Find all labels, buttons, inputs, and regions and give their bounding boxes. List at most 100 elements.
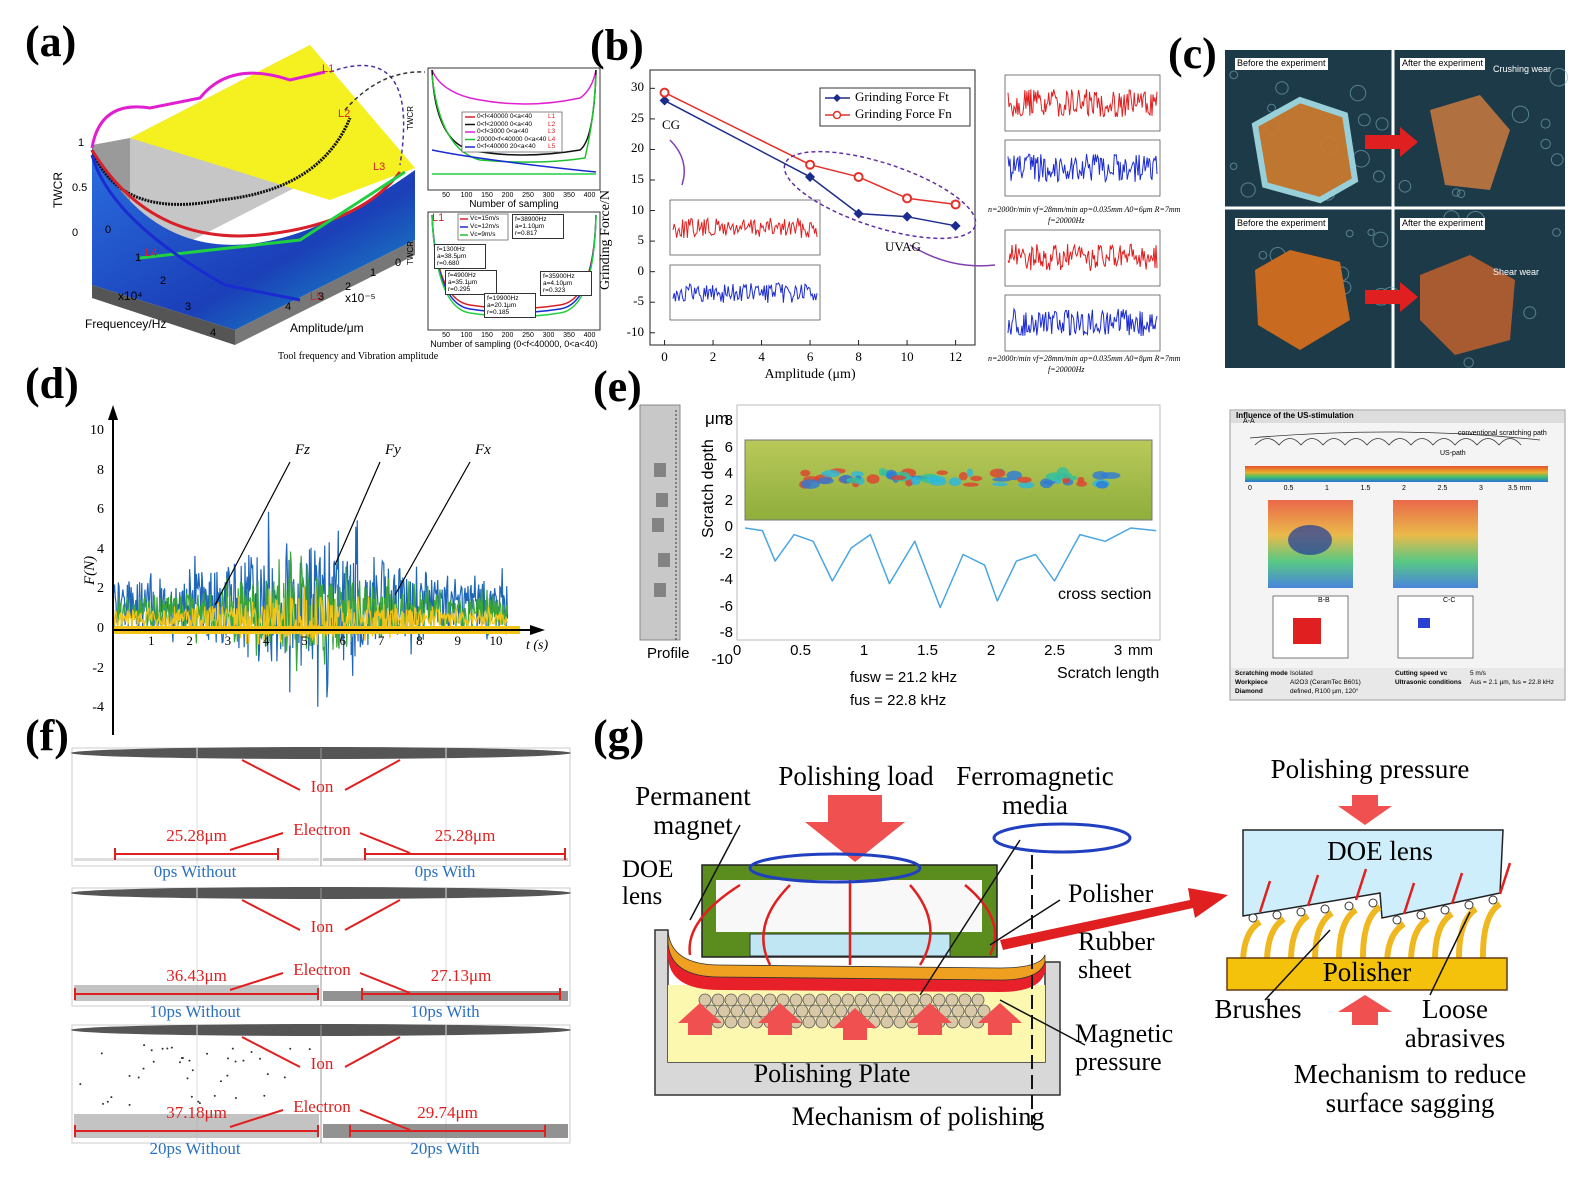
tick-label: 6 <box>97 502 104 518</box>
tick-label: 10 <box>90 423 104 438</box>
tick-label: -2 <box>719 544 733 562</box>
footer-text: defined, R100 µm, 120° <box>1290 688 1359 695</box>
particle <box>226 1057 229 1060</box>
curve-l5 <box>90 154 301 302</box>
arrow-red <box>1365 127 1418 157</box>
electron-label: Electron <box>293 960 351 979</box>
inset-signal <box>1007 243 1158 271</box>
tick-label: 4 <box>724 465 733 482</box>
media-particle <box>763 993 777 1007</box>
tick-label: 1 <box>859 642 869 659</box>
media-particle <box>834 1004 848 1018</box>
particle <box>198 1102 201 1105</box>
arrow <box>241 1036 301 1068</box>
annotation-box: f=4900Hz a=35.1μm r=0.295 <box>445 270 497 296</box>
media-particle <box>880 993 894 1007</box>
tick-label: 50 <box>442 192 450 199</box>
bubble <box>1398 180 1412 193</box>
bubble <box>1349 84 1367 102</box>
annotation: UVAG <box>885 239 921 254</box>
crystal <box>1255 250 1350 350</box>
tick-label: 2 <box>160 275 167 287</box>
tick-label: 0 <box>1248 485 1252 492</box>
y-tick-label: 10 <box>631 201 644 217</box>
dashed-link <box>329 64 405 166</box>
scratch-spot <box>878 467 886 476</box>
particle <box>128 1103 131 1106</box>
tick-label: 250 <box>522 192 534 199</box>
abrasive <box>1416 910 1426 920</box>
tick-label: 400 <box>583 332 596 339</box>
crystal <box>1251 96 1359 204</box>
tick-label: 1.5 <box>1360 485 1371 492</box>
legend-marker <box>833 94 841 102</box>
particle <box>152 1060 155 1063</box>
pressure-arrow <box>758 1003 802 1035</box>
data-point <box>853 208 864 219</box>
g-caption: Mechanism of polishing <box>791 1102 1045 1131</box>
bubble <box>1373 170 1385 183</box>
media-particle <box>932 993 946 1007</box>
legend-entry: 0<f<20000 0<a<40 <box>477 120 532 128</box>
media-particle <box>808 1004 822 1018</box>
polisher-layer <box>667 929 1046 981</box>
photo-label: After the experiment <box>1400 218 1486 230</box>
leader <box>689 824 741 921</box>
measure-label: 25.28μm <box>166 826 227 845</box>
scratch-path <box>1249 431 1541 441</box>
tick-label: 3 <box>318 291 325 303</box>
tick-label: 6 <box>724 438 733 456</box>
frequency: fus = 22.8 kHz <box>850 692 947 709</box>
tick-label: 300 <box>542 192 555 199</box>
panel-label: (b) <box>590 21 644 70</box>
footer-text: 5 m/s <box>1470 670 1486 677</box>
measure-label: 37.18μm <box>166 1103 227 1122</box>
particle <box>186 1077 189 1080</box>
electron-label: Electron <box>293 1097 351 1116</box>
curve-l2 <box>90 117 352 206</box>
tick-label: 2 <box>986 642 996 659</box>
data-point <box>950 199 961 210</box>
bubble <box>1456 189 1466 199</box>
media-particle <box>893 993 907 1007</box>
tick-label: 1 <box>1325 485 1329 492</box>
bubble <box>1550 153 1564 166</box>
dashed-link <box>344 71 426 111</box>
photo-label: Crushing wear <box>1493 64 1552 74</box>
axis-arrow <box>108 405 118 420</box>
particle <box>197 1100 200 1103</box>
tick-label: -8 <box>719 624 733 641</box>
x-tick-label: 0 <box>661 349 668 364</box>
tick-label: 8 <box>724 412 733 429</box>
data-point <box>805 159 816 170</box>
tick-label: 1 <box>370 267 377 279</box>
scratch-spot <box>1095 480 1109 489</box>
particle <box>142 1067 145 1070</box>
image-title: Influence of the US-stimulation <box>1236 411 1354 420</box>
x-tick-label: 8 <box>855 349 862 364</box>
leader <box>334 461 381 566</box>
strip-mark <box>656 493 668 507</box>
media-particle <box>899 1004 913 1018</box>
legend-entry: 0<f<3000 0<a<40 <box>477 128 529 135</box>
media-particle <box>737 993 751 1007</box>
particle <box>283 1076 286 1079</box>
arrow <box>359 972 411 994</box>
scratch-spot <box>992 477 1012 482</box>
panel-label: (d) <box>25 359 79 408</box>
particle <box>150 1049 153 1052</box>
field-line <box>964 884 997 956</box>
tick-label: -4 <box>92 700 104 716</box>
panel-label: (c) <box>1168 29 1217 78</box>
scratch-spot <box>821 469 841 478</box>
panel-label: (a) <box>25 17 77 66</box>
annotation-box: f=38900Hz a=1.10μm r=0.817 <box>512 214 564 240</box>
arrow <box>344 899 401 931</box>
scratch-spot <box>962 482 979 487</box>
force-arrow <box>1354 868 1368 901</box>
particle <box>79 1083 82 1086</box>
bubble <box>1240 182 1256 198</box>
electron-band <box>323 991 568 1001</box>
x-tick-label: 6 <box>806 349 814 364</box>
axis-unit: mm <box>1128 642 1153 659</box>
